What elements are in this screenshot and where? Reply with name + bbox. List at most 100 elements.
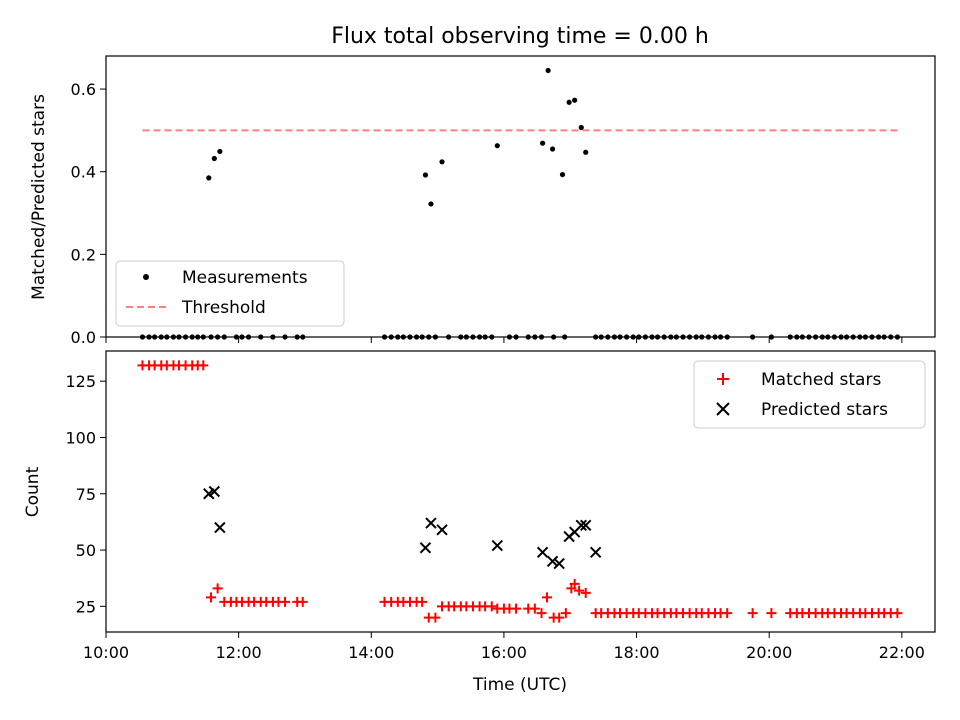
matched-star-point: [212, 583, 223, 594]
measurement-point: [545, 67, 551, 74]
x-tick-label: 22:00: [879, 643, 925, 662]
predicted-star-point: [589, 546, 602, 559]
measurement-point: [551, 334, 557, 340]
predicted-star-point: [553, 557, 565, 570]
measurement-point: [221, 334, 227, 340]
measurement-point: [843, 334, 850, 340]
measurement-point: [463, 334, 469, 340]
measurement-point: [158, 334, 164, 340]
measurement-point: [206, 175, 212, 181]
x-tick-label: 20:00: [746, 643, 792, 662]
measurement-point: [699, 334, 705, 340]
measurement-point: [876, 334, 882, 340]
matched-star-point: [430, 612, 441, 623]
bottom-y-axis-label: Count: [23, 466, 43, 517]
measurement-point: [170, 334, 177, 340]
matched-star-point: [536, 608, 547, 619]
top-y-tick-label: 0.2: [71, 245, 96, 264]
bottom-y-tick-label: 50: [76, 541, 96, 560]
measurement-point: [538, 334, 545, 340]
measurement-point: [712, 334, 718, 340]
measurement-point: [513, 334, 519, 340]
measurement-point: [724, 334, 730, 340]
measurement-point: [439, 159, 445, 165]
measurement-point: [152, 334, 158, 340]
measurement-point: [617, 334, 623, 340]
bottom-panel: Count Time (UTC) 10:00 12:00 14:00 16:00 18:…: [23, 350, 936, 695]
measurement-point: [413, 334, 420, 340]
predicted-star-point: [575, 519, 588, 531]
measurement-point: [630, 334, 636, 340]
predicted-star-point: [580, 519, 592, 531]
measurement-point: [857, 334, 863, 340]
chart-title: Flux total observing time = 0.00 h: [331, 24, 709, 49]
measurement-point: [477, 334, 483, 340]
measurement-point: [559, 171, 566, 178]
measurement-point: [446, 334, 452, 340]
measurement-point: [211, 155, 217, 162]
measurement-point: [419, 334, 425, 340]
measurement-point: [869, 334, 875, 340]
predicted-star-point: [546, 555, 559, 568]
measurement-point: [395, 334, 401, 340]
measurement-point: [838, 334, 844, 340]
matched-star-point: [892, 608, 903, 619]
measurement-point: [583, 149, 589, 155]
top-ticks: 0.0 0.2 0.4 0.6: [71, 80, 903, 347]
legend-matched-marker: [717, 373, 729, 385]
predicted-star-point: [419, 542, 432, 554]
measurement-point: [649, 334, 655, 340]
measurement-point: [598, 334, 604, 340]
measurement-point: [458, 334, 464, 340]
measurement-point: [705, 334, 712, 340]
matched-star-point: [486, 601, 497, 612]
measurement-point: [400, 334, 406, 340]
legend-matched-label: Matched stars: [761, 370, 881, 390]
x-tick-label: 16:00: [481, 643, 527, 662]
matched-star-point: [198, 360, 209, 371]
legend-measurements-label: Measurements: [182, 268, 308, 288]
measurement-point: [182, 334, 189, 340]
measurement-point: [566, 99, 572, 105]
x-tick-label: 18:00: [614, 643, 660, 662]
predicted-star-point: [491, 539, 503, 552]
measurement-point: [146, 334, 152, 340]
legend-predicted-label: Predicted stars: [761, 400, 888, 420]
legend-threshold-label: Threshold: [181, 298, 266, 318]
top-y-tick-label: 0.4: [71, 163, 96, 182]
measurement-point: [208, 334, 214, 340]
measurement-point: [422, 172, 429, 178]
predicted-star-point: [214, 521, 226, 534]
measurement-point: [894, 334, 901, 340]
measurement-point: [426, 334, 432, 340]
matched-star-point: [766, 608, 777, 619]
measurement-point: [195, 334, 201, 340]
measurement-point: [642, 334, 649, 340]
measurement-point: [215, 334, 221, 340]
measurement-point: [432, 334, 438, 340]
measurement-point: [388, 334, 394, 340]
measurement-point: [611, 334, 618, 340]
matched-star-point: [554, 612, 565, 623]
measurement-point: [605, 334, 611, 340]
top-legend: Measurements Threshold: [115, 260, 345, 327]
bottom-y-tick-label: 25: [76, 597, 96, 616]
legend-measurements-marker: [143, 274, 149, 280]
x-tick-label: 12:00: [216, 643, 262, 662]
measurement-point: [673, 334, 679, 340]
measurement-point: [693, 334, 699, 340]
bottom-y-tick-label: 100: [65, 428, 96, 447]
matched-star-point: [529, 603, 540, 614]
predicted-star-point: [436, 524, 448, 536]
x-axis-label: Time (UTC): [472, 675, 567, 695]
bottom-plot-frame: [105, 350, 936, 633]
measurement-point: [813, 334, 819, 340]
measurement-point: [668, 334, 674, 340]
measurement-point: [164, 334, 170, 340]
bottom-series: [137, 360, 903, 623]
predicted-star-point: [536, 546, 549, 559]
measurement-point: [506, 334, 513, 340]
measurement-point: [176, 334, 182, 340]
measurement-point: [794, 334, 800, 340]
measurement-point: [819, 334, 825, 340]
